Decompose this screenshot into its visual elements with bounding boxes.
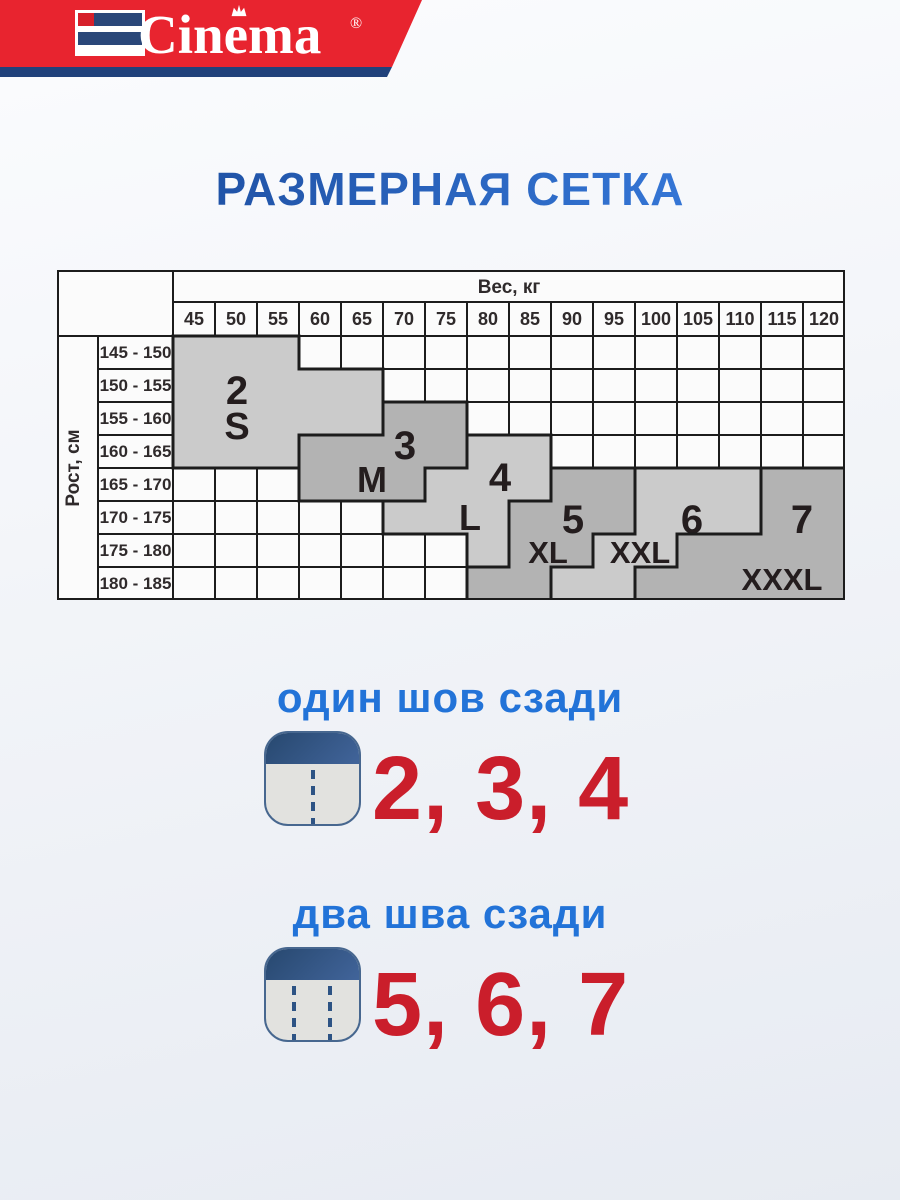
banner-ribbon xyxy=(0,0,422,67)
weight-axis-title: Вес, кг xyxy=(478,277,541,298)
size-number-label: 7 xyxy=(791,498,813,542)
registered-mark: ® xyxy=(350,15,363,32)
size-number-label: 3 xyxy=(394,424,416,468)
icon-waistband xyxy=(266,733,359,764)
weight-tick: 70 xyxy=(394,309,414,329)
weight-tick: 45 xyxy=(184,309,204,329)
height-range: 160 - 165 xyxy=(100,442,172,461)
size-number-label: 4 xyxy=(489,456,512,500)
one-seam-icon xyxy=(264,731,361,826)
size-number-label: 6 xyxy=(681,498,703,542)
weight-tick: 110 xyxy=(725,309,754,329)
weight-tick: 65 xyxy=(352,309,372,329)
weight-tick: 85 xyxy=(520,309,540,329)
weight-tick: 55 xyxy=(268,309,288,329)
two-seam-icon xyxy=(264,947,361,1042)
size-letter-label: L xyxy=(459,497,481,538)
size-letter-label: XL xyxy=(528,535,568,570)
page-title: РАЗМЕРНАЯ СЕТКА xyxy=(0,162,900,216)
two-seam-heading: два шва сзади xyxy=(292,890,608,937)
size-letter-label: XXXL xyxy=(742,562,823,597)
size-number-label: 2 xyxy=(226,369,248,413)
weight-tick: 105 xyxy=(683,309,713,329)
weight-tick: 100 xyxy=(641,309,671,329)
height-range: 145 - 150 xyxy=(100,343,172,362)
size-letter-label: XXL xyxy=(610,535,670,570)
one-seam-sizes: 2, 3, 4 xyxy=(372,739,630,839)
weight-tick: 95 xyxy=(604,309,624,329)
crown-icon xyxy=(231,4,247,17)
weight-tick: 75 xyxy=(436,309,456,329)
height-range: 175 - 180 xyxy=(100,541,172,560)
flag-stripe xyxy=(78,13,142,26)
icon-waistband xyxy=(266,949,359,980)
brand-logo-text: Cinema xyxy=(138,4,322,65)
flag-stripe xyxy=(78,32,142,45)
weight-tick: 120 xyxy=(809,309,839,329)
size-number-label: 5 xyxy=(562,498,584,542)
banner-underline xyxy=(0,67,392,77)
height-range: 150 - 155 xyxy=(100,376,172,395)
brand-flag-icon xyxy=(75,10,145,56)
height-range: 165 - 170 xyxy=(100,475,172,494)
one-seam-heading: один шов сзади xyxy=(276,674,624,721)
weight-tick: 80 xyxy=(478,309,498,329)
size-letter-label: S xyxy=(224,406,249,448)
size-region-7 xyxy=(633,466,845,600)
weight-tick: 90 xyxy=(562,309,582,329)
weight-tick: 115 xyxy=(767,309,796,329)
seam-dash xyxy=(327,986,332,1040)
seam-dash xyxy=(310,770,315,824)
size-grid-table: 2S 3M 4L 5XL 6 XXL 7 XXXL Вес, кг 45 50 55 60 65 70 75 8… xyxy=(57,270,845,600)
size-letter-label: M xyxy=(357,459,387,500)
flag-canton xyxy=(78,13,94,26)
height-range: 180 - 185 xyxy=(100,574,172,593)
seam-dash xyxy=(291,986,296,1040)
height-axis-title: Рост, см xyxy=(63,429,84,506)
height-range: 155 - 160 xyxy=(100,409,172,428)
height-range: 170 - 175 xyxy=(100,508,172,527)
weight-tick: 60 xyxy=(310,309,330,329)
weight-tick: 50 xyxy=(226,309,246,329)
two-seam-sizes: 5, 6, 7 xyxy=(372,955,630,1055)
